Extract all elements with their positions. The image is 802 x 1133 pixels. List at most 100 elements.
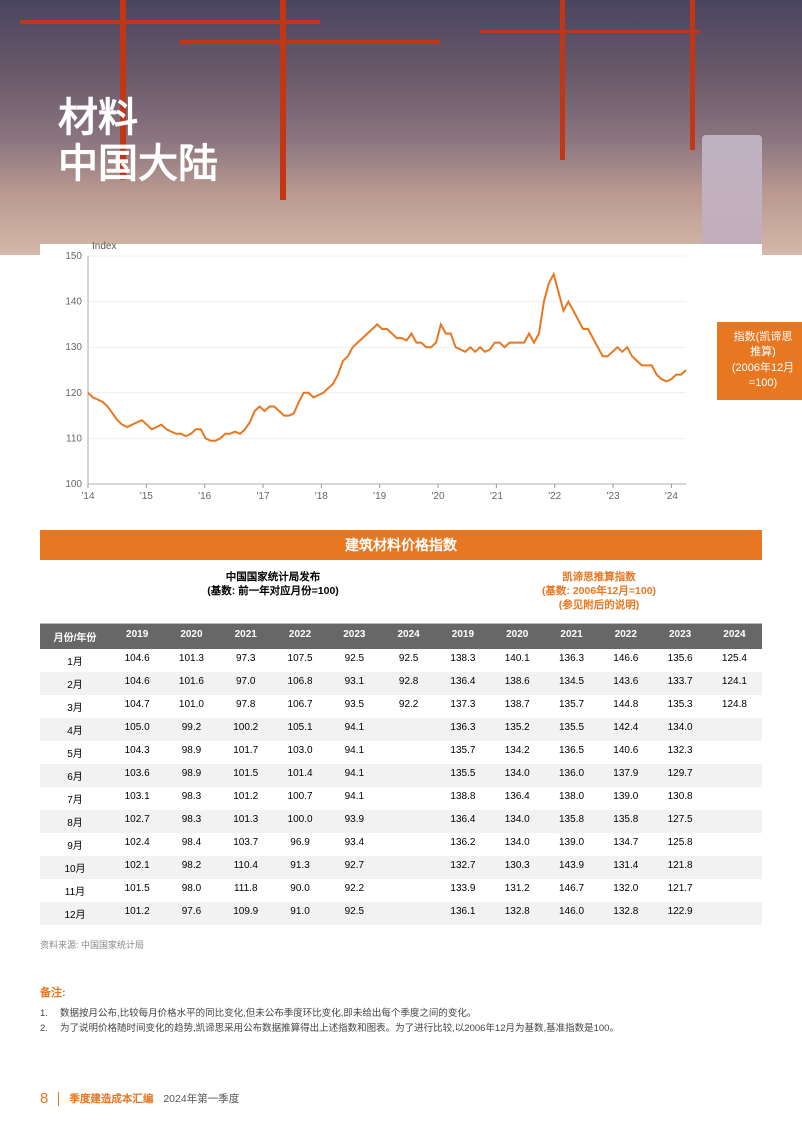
cell: 138.3 xyxy=(436,649,490,672)
cell: 124.1 xyxy=(707,672,761,695)
cell: 96.9 xyxy=(273,833,327,856)
svg-text:'24: '24 xyxy=(665,491,678,502)
col-year: 2022 xyxy=(599,624,653,649)
cell: 105.0 xyxy=(110,718,164,741)
table-row: 9月102.498.4103.796.993.4136.2134.0139.01… xyxy=(40,833,762,856)
cell: 135.6 xyxy=(653,649,707,672)
title-line1: 材料 xyxy=(58,95,218,141)
page-number: 8 xyxy=(40,1090,48,1107)
col-month: 月份/年份 xyxy=(40,624,110,649)
svg-text:120: 120 xyxy=(65,388,82,399)
cell: 130.8 xyxy=(653,787,707,810)
cell: 132.3 xyxy=(653,741,707,764)
cg-r1: 凯谛思推算指数 xyxy=(562,571,636,583)
cell: 136.0 xyxy=(544,764,598,787)
cg-r3: (参见附后的说明) xyxy=(559,599,640,611)
crane-decor xyxy=(180,40,440,44)
col-year: 2020 xyxy=(490,624,544,649)
cell: 93.5 xyxy=(327,695,381,718)
cell: 138.6 xyxy=(490,672,544,695)
table-body: 1月104.6101.397.3107.592.592.5138.3140.11… xyxy=(40,649,762,925)
svg-text:'21: '21 xyxy=(490,491,503,502)
price-table: 建筑材料价格指数 中国国家统计局发布 (基数: 前一年对应月份=100) 凯谛思… xyxy=(40,530,762,925)
cell: 103.7 xyxy=(219,833,273,856)
cell: 127.5 xyxy=(653,810,707,833)
cell: 100.2 xyxy=(219,718,273,741)
cell: 94.1 xyxy=(327,718,381,741)
cell: 106.8 xyxy=(273,672,327,695)
svg-text:'16: '16 xyxy=(198,491,211,502)
cell: 102.1 xyxy=(110,856,164,879)
col-year: 2023 xyxy=(653,624,707,649)
cell: 135.8 xyxy=(599,810,653,833)
colgroup-left: 中国国家统计局发布 (基数: 前一年对应月份=100) xyxy=(110,560,436,623)
cell: 131.2 xyxy=(490,879,544,902)
cell: 97.6 xyxy=(164,902,218,925)
cell xyxy=(707,833,761,856)
cell: 133.7 xyxy=(653,672,707,695)
cell: 97.3 xyxy=(219,649,273,672)
title-line2: 中国大陆 xyxy=(58,141,218,187)
col-year: 2024 xyxy=(381,624,435,649)
page-footer: 8 季度建造成本汇编 2024年第一季度 xyxy=(40,1090,239,1107)
cell: 107.5 xyxy=(273,649,327,672)
cell: 98.9 xyxy=(164,741,218,764)
cell: 121.7 xyxy=(653,879,707,902)
table-colgroups: 中国国家统计局发布 (基数: 前一年对应月份=100) 凯谛思推算指数 (基数:… xyxy=(40,560,762,624)
cell: 101.6 xyxy=(164,672,218,695)
cell: 137.9 xyxy=(599,764,653,787)
cell: 124.8 xyxy=(707,695,761,718)
cell: 138.0 xyxy=(544,787,598,810)
cell xyxy=(381,764,435,787)
crane-decor xyxy=(480,30,700,33)
cell xyxy=(381,856,435,879)
crane-decor xyxy=(560,0,565,160)
cg-l2: (基数: 前一年对应月份=100) xyxy=(207,585,339,597)
cell: 125.8 xyxy=(653,833,707,856)
cell xyxy=(707,902,761,925)
cell: 90.0 xyxy=(273,879,327,902)
cell: 94.1 xyxy=(327,764,381,787)
cell: 135.2 xyxy=(490,718,544,741)
cell: 134.2 xyxy=(490,741,544,764)
cell: 132.7 xyxy=(436,856,490,879)
cell: 134.5 xyxy=(544,672,598,695)
cell: 111.8 xyxy=(219,879,273,902)
row-month: 9月 xyxy=(40,833,110,856)
svg-text:'20: '20 xyxy=(432,491,445,502)
table-row: 7月103.198.3101.2100.794.1138.8136.4138.0… xyxy=(40,787,762,810)
table-row: 8月102.798.3101.3100.093.9136.4134.0135.8… xyxy=(40,810,762,833)
cell xyxy=(707,810,761,833)
cell: 138.8 xyxy=(436,787,490,810)
cell: 136.1 xyxy=(436,902,490,925)
cell: 135.5 xyxy=(544,718,598,741)
cell xyxy=(707,879,761,902)
index-chart: Index 100110120130140150'14'15'16'17'18'… xyxy=(40,244,762,506)
cell: 134.0 xyxy=(490,833,544,856)
cell: 92.7 xyxy=(327,856,381,879)
cell xyxy=(381,718,435,741)
svg-text:'15: '15 xyxy=(140,491,153,502)
cell: 103.1 xyxy=(110,787,164,810)
cell: 102.7 xyxy=(110,810,164,833)
cell: 94.1 xyxy=(327,787,381,810)
cell: 136.4 xyxy=(436,672,490,695)
svg-text:'17: '17 xyxy=(257,491,270,502)
cell: 93.1 xyxy=(327,672,381,695)
row-month: 7月 xyxy=(40,787,110,810)
cell: 98.0 xyxy=(164,879,218,902)
cell xyxy=(381,833,435,856)
row-month: 3月 xyxy=(40,695,110,718)
col-year: 2024 xyxy=(707,624,761,649)
svg-text:'19: '19 xyxy=(373,491,386,502)
cell: 94.1 xyxy=(327,741,381,764)
cell: 135.5 xyxy=(436,764,490,787)
table-header: 月份/年份20192020202120222023202420192020202… xyxy=(40,624,762,649)
cell xyxy=(381,879,435,902)
col-year: 2019 xyxy=(110,624,164,649)
cell: 101.2 xyxy=(219,787,273,810)
cell: 144.8 xyxy=(599,695,653,718)
col-year: 2019 xyxy=(436,624,490,649)
cell: 101.0 xyxy=(164,695,218,718)
cell: 104.6 xyxy=(110,672,164,695)
